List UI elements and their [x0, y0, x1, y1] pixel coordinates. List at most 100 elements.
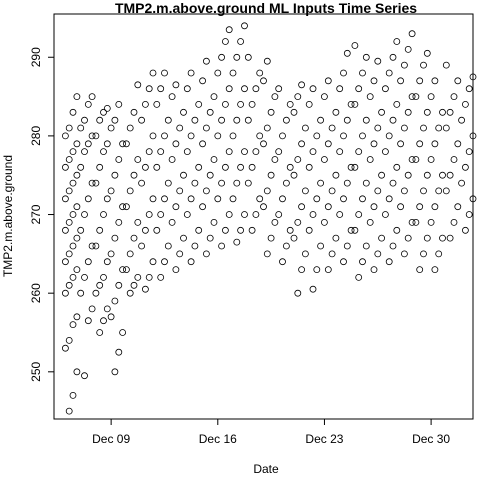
data-point — [416, 266, 424, 274]
data-point — [96, 226, 104, 234]
data-point — [183, 85, 191, 93]
data-point — [244, 179, 252, 187]
data-point — [267, 234, 275, 242]
x-tick-label: Dec 09 — [92, 432, 130, 446]
data-point — [446, 171, 454, 179]
data-point — [73, 266, 81, 274]
data-point — [309, 285, 317, 293]
data-point — [385, 69, 393, 77]
data-point — [134, 156, 142, 163]
data-point — [138, 242, 146, 250]
data-point — [164, 179, 172, 187]
chart-title: TMP2.m.above.ground ML Inputs Time Serie… — [115, 0, 417, 16]
data-point — [320, 156, 328, 163]
data-point — [275, 85, 283, 93]
data-point — [393, 226, 401, 234]
data-point — [229, 132, 237, 140]
data-point — [351, 42, 359, 49]
data-point — [362, 179, 370, 187]
data-point — [427, 218, 435, 226]
data-point — [195, 226, 203, 234]
data-point — [130, 108, 138, 116]
data-point — [221, 101, 229, 108]
data-point — [241, 85, 248, 93]
data-point — [107, 313, 115, 321]
data-point — [92, 242, 100, 250]
data-point — [381, 211, 389, 218]
data-point — [69, 179, 77, 187]
data-point — [313, 132, 321, 140]
data-point — [221, 38, 229, 45]
data-point — [130, 171, 138, 179]
data-point — [126, 250, 134, 258]
data-point — [73, 140, 81, 148]
data-point — [69, 391, 77, 399]
data-point — [180, 171, 187, 179]
data-point — [435, 124, 443, 132]
data-point — [191, 242, 199, 250]
data-point — [439, 171, 446, 179]
data-point — [374, 187, 382, 195]
data-point — [279, 258, 286, 266]
data-point — [103, 195, 111, 203]
data-point — [62, 289, 69, 297]
data-point — [400, 61, 408, 69]
data-point — [191, 116, 199, 124]
data-point — [100, 273, 107, 281]
data-point — [130, 281, 138, 289]
data-point — [115, 348, 123, 356]
data-point — [126, 124, 134, 132]
data-point — [119, 266, 126, 274]
data-point — [69, 321, 77, 329]
data-point — [73, 234, 81, 242]
data-point — [161, 258, 168, 266]
data-point — [435, 187, 443, 195]
data-point — [423, 171, 431, 179]
data-point — [366, 218, 374, 226]
data-points-layer — [62, 22, 477, 415]
data-point — [107, 250, 115, 258]
data-point — [286, 226, 294, 234]
data-point — [317, 242, 325, 250]
data-point — [241, 211, 248, 218]
data-point — [461, 163, 469, 171]
data-point — [431, 140, 439, 148]
data-point — [431, 77, 439, 85]
data-point — [393, 163, 401, 171]
data-point — [202, 187, 210, 195]
data-point — [81, 116, 88, 124]
data-point — [454, 140, 462, 148]
data-point — [298, 81, 306, 89]
data-point — [92, 132, 100, 140]
data-point — [111, 297, 119, 305]
data-point — [73, 203, 81, 211]
data-point — [286, 163, 294, 171]
data-point — [359, 195, 366, 203]
data-point — [149, 258, 157, 266]
data-point — [69, 211, 77, 218]
data-point — [84, 140, 92, 148]
data-point — [252, 211, 260, 218]
data-point — [282, 179, 290, 187]
data-point — [340, 69, 347, 77]
data-point — [351, 101, 359, 108]
data-point — [400, 187, 408, 195]
data-point — [103, 305, 111, 313]
data-point — [439, 108, 446, 116]
data-point — [317, 116, 325, 124]
data-point — [81, 148, 88, 156]
data-point — [206, 171, 214, 179]
data-point — [290, 171, 298, 179]
data-point — [229, 69, 237, 77]
data-point — [301, 124, 309, 132]
data-point — [103, 105, 111, 112]
data-point — [111, 116, 119, 124]
data-point — [343, 242, 351, 250]
data-point — [107, 187, 115, 195]
data-point — [305, 226, 313, 234]
data-point — [225, 211, 233, 218]
data-point — [62, 344, 69, 352]
data-point — [218, 179, 226, 187]
data-point — [123, 203, 130, 211]
